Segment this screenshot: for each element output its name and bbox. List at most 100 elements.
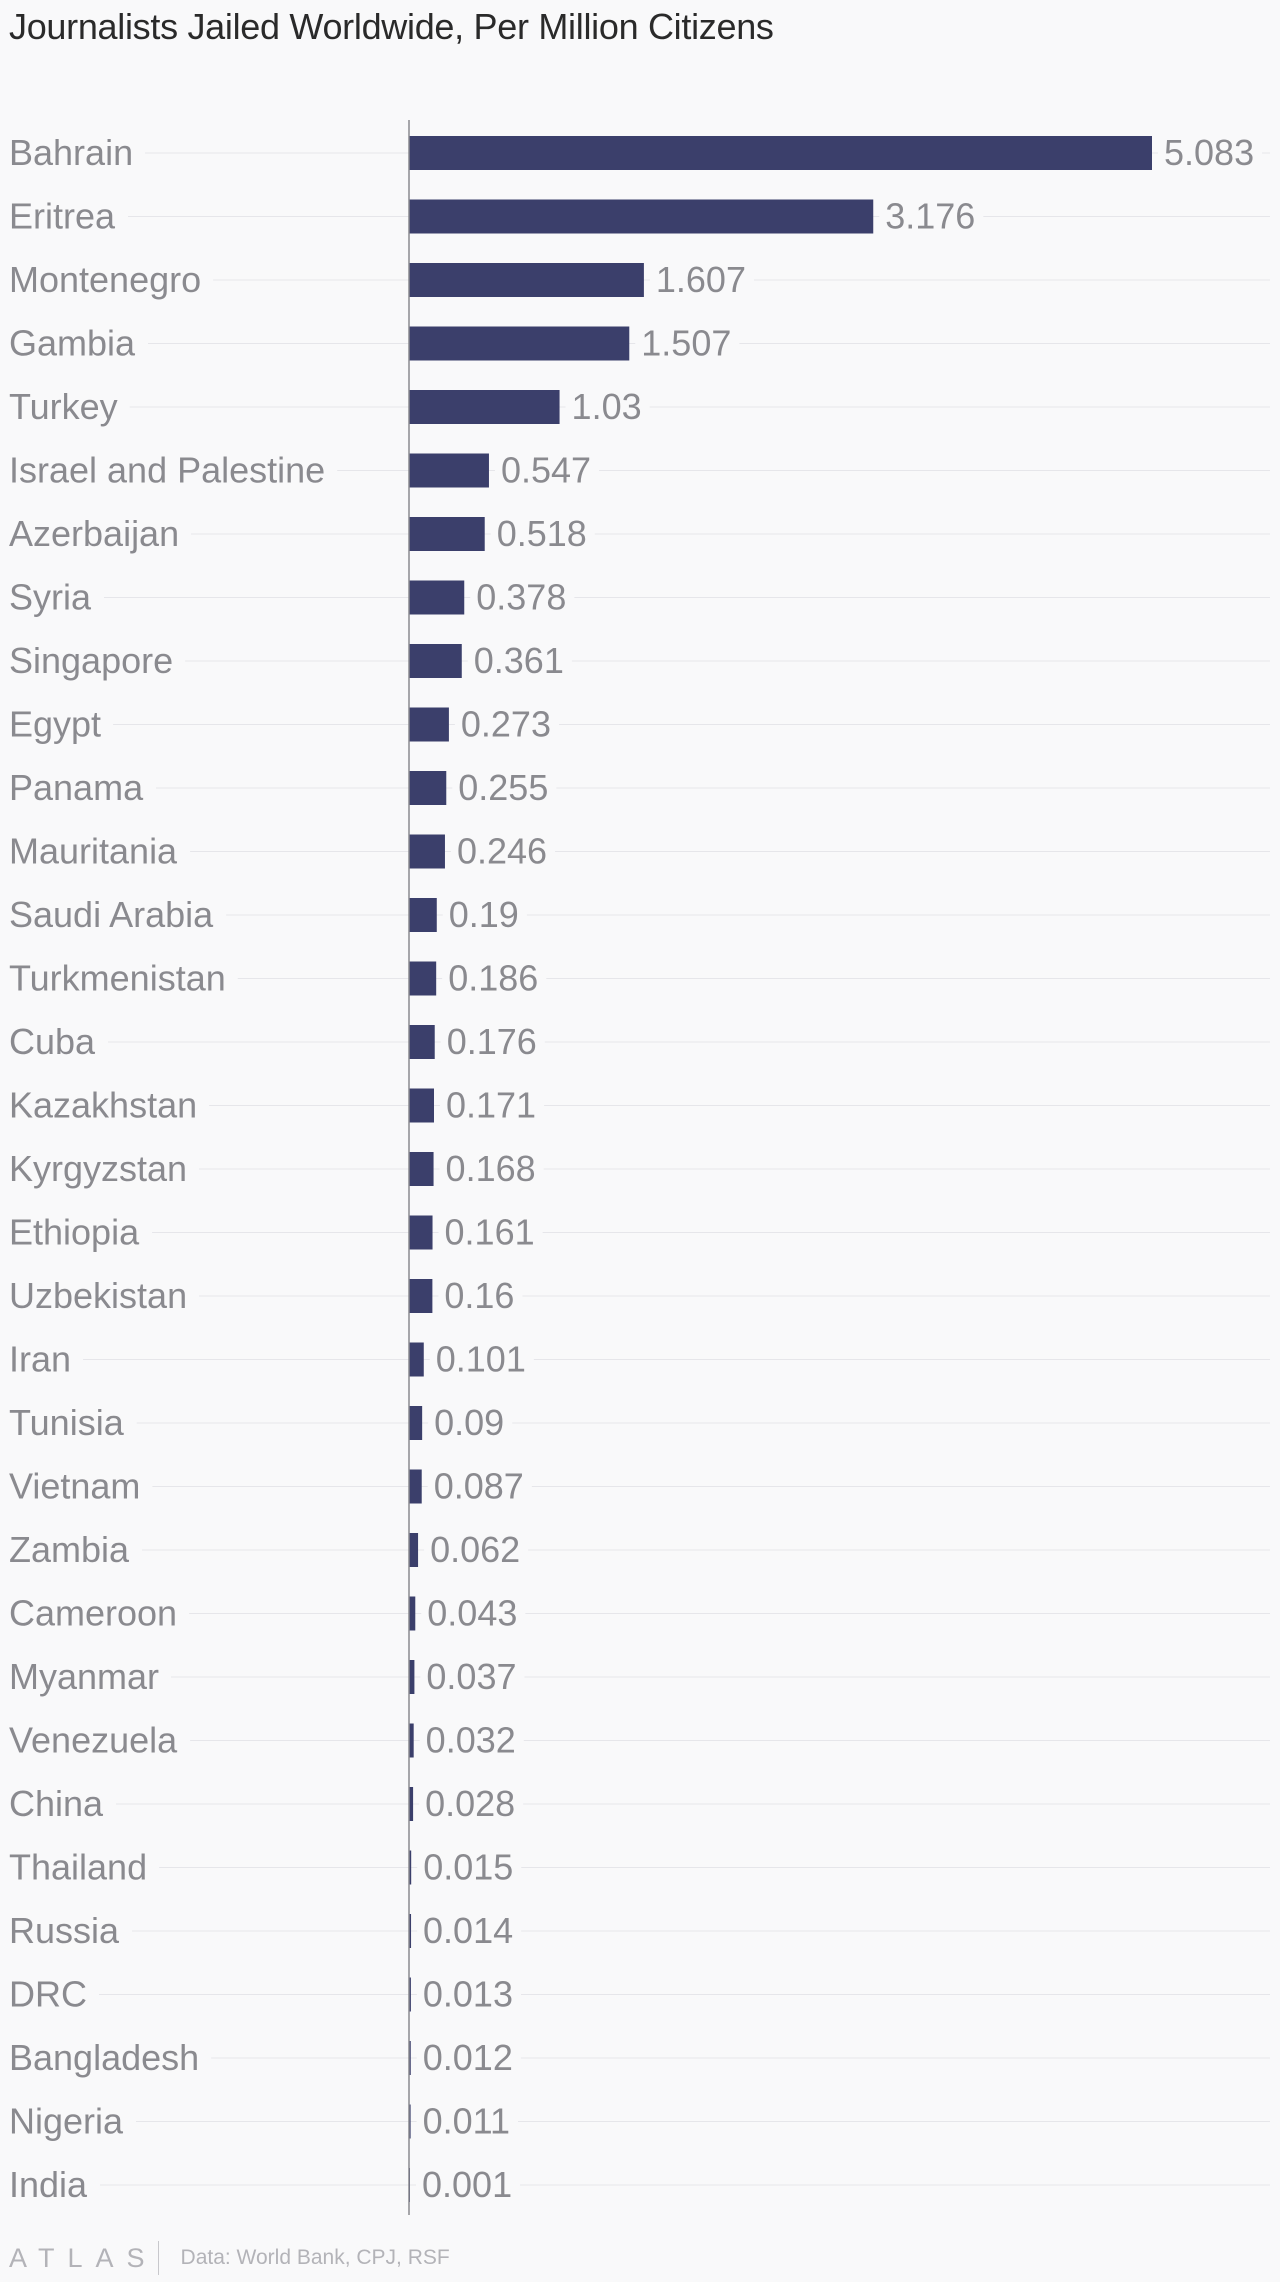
category-label-india: India (9, 2164, 88, 2205)
bar-iran (409, 1342, 424, 1377)
value-label-bg-russia (417, 1910, 522, 1951)
category-label-tunisia: Tunisia (9, 1402, 125, 1443)
value-label-bg-nigeria (416, 2100, 519, 2142)
value-label-bg-ethiopia (438, 1211, 543, 1253)
category-label-kyrgyzstan: Kyrgyzstan (9, 1148, 187, 1189)
bar-bahrain (409, 136, 1152, 170)
category-label-nigeria: Nigeria (9, 2101, 124, 2142)
value-label-tunisia: 0.09 (434, 1402, 504, 1443)
value-label-bg-zambia (424, 1529, 529, 1570)
category-label-bg-india (7, 2164, 101, 2205)
footer-divider (157, 2241, 159, 2275)
value-label-bg-gambia (635, 322, 740, 364)
category-label-bg-turkey (7, 386, 130, 427)
bars (409, 136, 1152, 2202)
bar-myanmar (409, 1660, 415, 1694)
category-label-turkmenistan: Turkmenistan (9, 958, 226, 999)
value-label-drc: 0.013 (423, 1974, 513, 2015)
bar-nigeria (409, 2104, 411, 2139)
category-label-bg-bangladesh (7, 2037, 212, 2078)
category-label-bg-uzbekistan (7, 1275, 200, 1316)
value-label-montenegro: 1.607 (656, 259, 746, 300)
source-note: Data: World Bank, CPJ, RSF (180, 2246, 450, 2269)
value-label-russia: 0.014 (423, 1910, 513, 1951)
value-label-mauritania: 0.246 (457, 831, 547, 872)
value-labels: 5.083 3.176 1.607 1.507 1.03 0.547 0.518 0.378 0… (416, 132, 1263, 2205)
value-label-ethiopia: 0.161 (445, 1212, 535, 1253)
value-label-bg-egypt (454, 703, 559, 745)
category-label-bg-azerbaijan (7, 513, 192, 554)
value-label-saudi-arabia: 0.19 (449, 894, 519, 935)
value-label-bg-bahrain (1158, 132, 1263, 173)
footer: ATLAS Data: World Bank, CPJ, RSF (9, 2240, 450, 2276)
category-label-uzbekistan: Uzbekistan (9, 1275, 187, 1316)
bar-venezuela (409, 1723, 414, 1758)
bar-gambia (409, 326, 630, 361)
category-label-bg-bahrain (7, 132, 146, 173)
value-label-venezuela: 0.032 (426, 1720, 516, 1761)
category-label-drc: DRC (9, 1974, 87, 2015)
category-label-vietnam: Vietnam (9, 1466, 140, 1507)
bar-montenegro (409, 263, 644, 297)
category-label-bg-iran (7, 1338, 84, 1380)
value-label-bangladesh: 0.012 (423, 2037, 513, 2078)
value-label-bahrain: 5.083 (1164, 132, 1254, 173)
category-label-panama: Panama (9, 767, 144, 808)
value-label-india: 0.001 (422, 2164, 512, 2205)
value-label-uzbekistan: 0.16 (444, 1275, 514, 1316)
bar-israel-and-palestine (409, 453, 489, 488)
category-label-bg-thailand (7, 1846, 160, 1888)
bar-turkmenistan (409, 961, 437, 996)
category-label-bg-china (7, 1783, 117, 1824)
value-label-zambia: 0.062 (430, 1529, 520, 1570)
bar-drc (409, 1977, 411, 2012)
bar-saudi-arabia (409, 898, 437, 932)
category-labels: Bahrain Eritrea Montenegro Gambia Turkey Isra… (7, 132, 338, 2205)
bar-zambia (409, 1533, 419, 1567)
value-label-bg-panama (452, 767, 557, 808)
value-label-bg-mauritania (450, 830, 556, 872)
category-label-egypt: Egypt (9, 704, 101, 745)
value-label-eritrea: 3.176 (885, 196, 975, 237)
value-label-bg-india (416, 2164, 521, 2205)
value-label-bg-tunisia (428, 1402, 513, 1443)
bar-kazakhstan (409, 1088, 434, 1123)
value-label-kyrgyzstan: 0.168 (446, 1148, 536, 1189)
bar-syria (409, 580, 465, 615)
value-label-bg-turkey (565, 386, 650, 427)
value-label-bg-montenegro (649, 259, 754, 300)
value-label-bg-vietnam (427, 1465, 532, 1507)
category-label-bg-cameroon (7, 1592, 190, 1634)
bar-cuba (409, 1025, 435, 1059)
value-label-iran: 0.101 (436, 1339, 526, 1380)
value-label-bg-china (419, 1783, 524, 1824)
category-label-bg-mauritania (7, 830, 191, 872)
value-label-bg-azerbaijan (490, 513, 595, 554)
category-label-bg-kyrgyzstan (7, 1148, 200, 1189)
value-label-bg-drc (416, 1973, 521, 2015)
category-label-cameroon: Cameroon (9, 1593, 177, 1634)
value-label-bg-bangladesh (416, 2037, 521, 2078)
category-label-israel-and-palestine: Israel and Palestine (9, 450, 325, 491)
category-label-ethiopia: Ethiopia (9, 1212, 140, 1253)
category-label-bg-vietnam (7, 1465, 153, 1507)
category-label-montenegro: Montenegro (9, 259, 201, 300)
value-label-nigeria: 0.011 (423, 2101, 510, 2142)
category-label-bg-nigeria (7, 2100, 137, 2142)
value-label-myanmar: 0.037 (426, 1656, 516, 1697)
category-label-myanmar: Myanmar (9, 1656, 159, 1697)
value-label-bg-israel-and-palestine (494, 449, 600, 491)
value-label-bg-thailand (417, 1846, 522, 1888)
bar-eritrea (409, 199, 874, 234)
category-label-bg-myanmar (7, 1656, 172, 1697)
value-label-syria: 0.378 (476, 577, 566, 618)
bar-uzbekistan (409, 1279, 433, 1313)
category-label-china: China (9, 1783, 104, 1824)
value-label-thailand: 0.015 (423, 1847, 513, 1888)
category-label-bg-gambia (7, 322, 149, 364)
category-label-iran: Iran (9, 1339, 71, 1380)
category-label-azerbaijan: Azerbaijan (9, 513, 179, 554)
category-label-bg-zambia (7, 1529, 143, 1570)
category-label-bg-eritrea (7, 195, 129, 237)
category-label-eritrea: Eritrea (9, 196, 116, 237)
